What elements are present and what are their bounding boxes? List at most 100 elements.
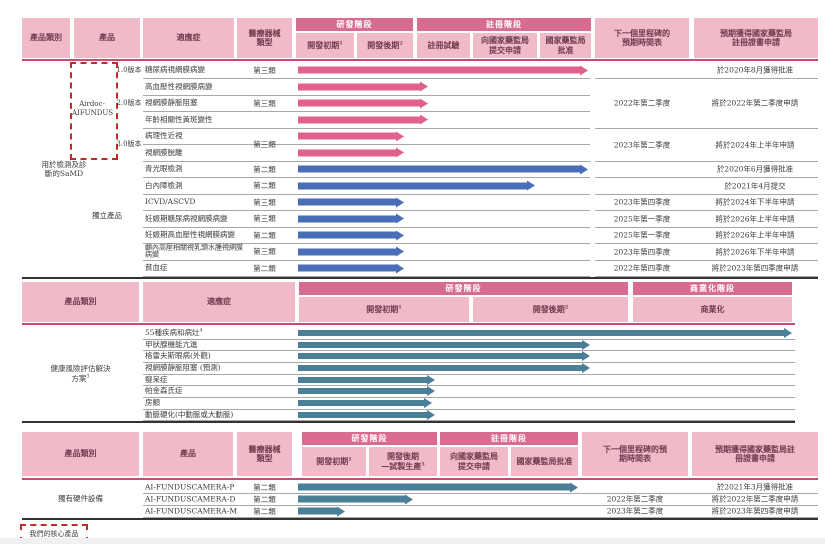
progress-arrow — [298, 213, 404, 224]
progress-arrow — [298, 98, 428, 108]
arrowhead-icon — [396, 246, 404, 257]
table-row: 高血壓性視網膜病變 — [143, 78, 590, 96]
class-label: 第二類 — [253, 263, 276, 273]
indication-label: 貧血症 — [145, 262, 168, 272]
arrowhead-icon — [405, 494, 413, 504]
table-row: ICVD/ASCVD — [143, 194, 590, 211]
indication-label: 房顫 — [145, 397, 160, 407]
progress-arrow — [298, 363, 590, 373]
band-rd-stage: 研發階段 — [296, 18, 413, 31]
arrowhead-icon — [396, 230, 404, 240]
indication-label: 55種疾病和病灶4 — [145, 327, 203, 337]
class-label: 第二類 — [253, 482, 276, 492]
milestone-entry: 於2020年6月獲得批准 — [595, 161, 818, 178]
table-row: 甲狀腺機能亢進 — [143, 339, 795, 351]
header-late-dev-pilot: 開發後期 —試製生產5 — [369, 447, 437, 476]
table-row: AI-FUNDUSCAMERA-M 第二類 2023年第二季度 將於2023年第四季度… — [143, 505, 818, 518]
progress-arrow — [298, 114, 428, 125]
application-value: 將於2024年下半年申請 — [715, 197, 795, 207]
legend-label: 我們的核心產品 — [29, 529, 79, 538]
progress-arrow — [298, 409, 435, 420]
arrowhead-icon — [582, 351, 590, 361]
indication-label: 格雷夫斯眼病(外觀) — [145, 350, 211, 360]
indication-label: 視網膜靜脈阻塞 — [145, 97, 198, 107]
product-label: AI-FUNDUSCAMERA-M — [145, 506, 238, 516]
table-row: 55種疾病和病灶4 — [143, 327, 795, 340]
table-row: 白內障檢測 — [143, 177, 590, 195]
progress-arrow — [298, 65, 588, 75]
progress-arrow — [298, 494, 413, 504]
table-row: 房顫 — [143, 397, 795, 410]
progress-arrow — [298, 246, 404, 257]
milestone-entry: 2022年第二季度 將於2022年第二季度申請 — [595, 78, 818, 129]
progress-arrow — [298, 81, 428, 92]
header-early-dev: 開發初期1 — [296, 33, 354, 58]
arrowhead-icon — [570, 482, 578, 492]
header-divider — [22, 323, 795, 325]
header-nmpa-approve: 國家藥監局批准 — [540, 33, 591, 58]
table-row: 妊娠期糖尿病視網膜病變 — [143, 210, 590, 228]
table-row: 視網膜靜脈阻塞 — [143, 95, 590, 112]
progress-arrow — [298, 131, 404, 141]
arrowhead-icon — [427, 409, 435, 420]
application-value: 將於2022年第二季度申請 — [711, 98, 799, 108]
progress-arrow — [298, 351, 590, 361]
progress-arrow — [298, 263, 404, 273]
band-commercial-stage: 商業化階段 — [633, 282, 792, 295]
application-value: 於2020年6月獲得批准 — [716, 164, 794, 174]
arrowhead-icon — [424, 398, 432, 408]
header-device-class: 醫療器械類型 — [237, 432, 292, 476]
header-next-milestone: 下一個里程碑的預期時間表 — [595, 18, 689, 58]
section-divider — [22, 277, 818, 279]
indication-label: 青光眼檢測 — [145, 163, 183, 173]
milestone-entry: 於2021年4月提交 — [595, 177, 818, 195]
header-divider — [22, 59, 818, 61]
application-value: 將於2023年第四季度申請 — [711, 506, 799, 516]
progress-arrow — [298, 180, 535, 191]
progress-arrow — [298, 197, 404, 207]
header-product-category: 產品類別 — [22, 18, 70, 58]
header-divider — [22, 478, 818, 480]
milestone-entry: 2025年第一季度 將於2026年上半年申請 — [595, 210, 818, 228]
indication-label: 妊娠期糖尿病視網膜病變 — [145, 213, 228, 223]
header-nmpa-submit: 向國家藥監局提交申請 — [440, 447, 508, 476]
progress-arrow — [298, 147, 404, 158]
arrowhead-icon — [580, 65, 588, 75]
arrowhead-icon — [396, 147, 404, 158]
arrowhead-icon — [580, 164, 588, 174]
arrowhead-icon — [396, 263, 404, 273]
header-product: 產品 — [143, 432, 233, 476]
arrowhead-icon — [427, 386, 435, 396]
timeline-value: 2025年第一季度 — [613, 214, 671, 223]
band-rd-stage: 研發階段 — [299, 282, 628, 295]
table-row: 帕金森氏症 — [143, 385, 795, 398]
band-rd-stage: 研發階段 — [302, 432, 437, 445]
header-indication: 適應症 — [143, 18, 234, 58]
table-row: 糖尿病視網膜病變 — [143, 62, 590, 79]
header-product: 產品 — [74, 18, 140, 58]
progress-arrow — [298, 506, 345, 516]
timeline-value: 2025年第一季度 — [613, 230, 671, 240]
indication-label: 甲狀腺機能亢進 — [145, 339, 198, 349]
application-value: 於2021年4月提交 — [724, 181, 786, 190]
progress-arrow — [298, 230, 404, 240]
milestone-entry: 2023年第二季度 將於2024年上半年申請 — [595, 128, 818, 162]
arrowhead-icon — [420, 98, 428, 108]
table-row: 妊娠期高血壓性視網膜病變 — [143, 227, 590, 244]
timeline-value: 2022年第二季度 — [613, 98, 671, 108]
arrowhead-icon — [427, 374, 435, 385]
milestone-entry: 2023年第四季度 將於2026年下半年申請 — [595, 243, 818, 261]
header-reg-trial: 註冊試驗 — [417, 33, 470, 58]
timeline-value: 2023年第四季度 — [613, 197, 671, 207]
class-label: 第三類 — [253, 65, 276, 75]
indication-label: 年齡相關性黃斑變性 — [145, 114, 213, 124]
table-row: 貧血症 — [143, 260, 590, 277]
progress-arrow — [298, 339, 590, 350]
table-row: 青光眼檢測 — [143, 161, 590, 178]
table-row: AI-FUNDUSCAMERA-D 第二類 2022年第二季度 將於2022年第二季度… — [143, 493, 818, 506]
product-group-independent: 獨立產品 — [92, 211, 122, 221]
progress-arrow — [298, 328, 792, 338]
application-value: 將於2022年第二季度申請 — [711, 494, 799, 504]
table-row: AI-FUNDUSCAMERA-P 第二類 於2021年3月獲得批准 — [143, 481, 818, 494]
